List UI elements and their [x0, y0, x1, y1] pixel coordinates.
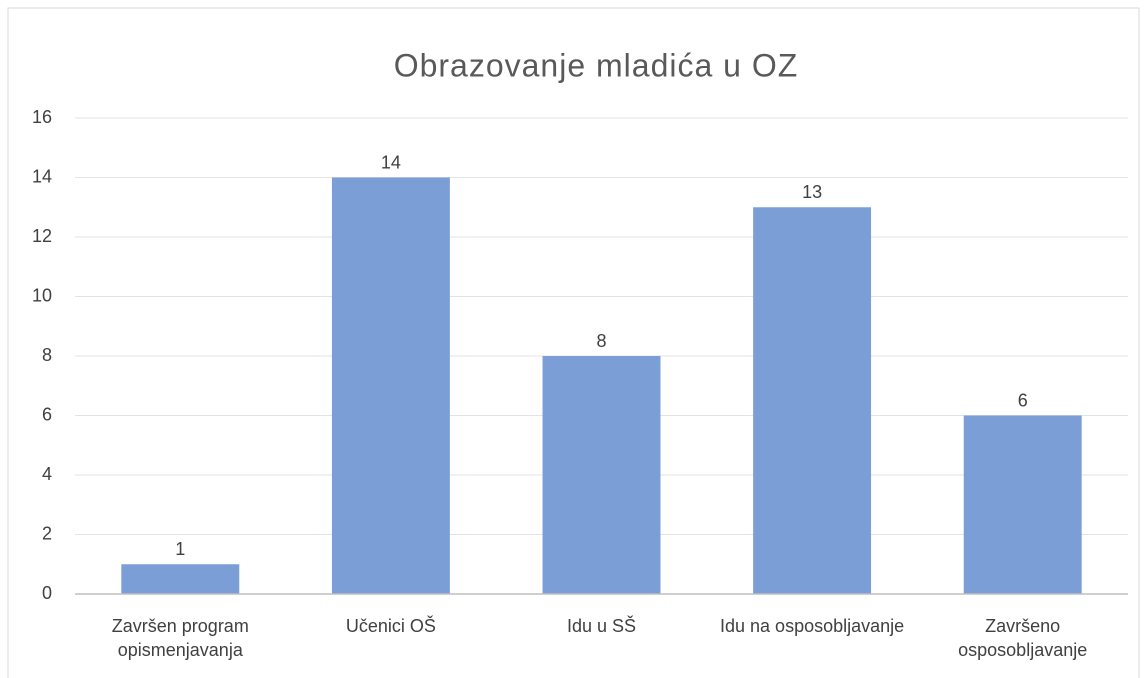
y-tick-label: 6: [42, 404, 52, 424]
bar: [542, 356, 661, 594]
y-tick-label: 4: [42, 464, 52, 484]
x-tick-label: Završeno osposobljavanje: [958, 616, 1088, 660]
y-tick-label: 0: [42, 583, 52, 603]
chart-title: Obrazovanje mladića u OZ: [394, 47, 799, 83]
y-tick-label: 2: [42, 523, 52, 543]
x-tick-label: Idu u SŠ: [566, 616, 637, 636]
data-label: 14: [381, 152, 401, 172]
bar: [753, 207, 872, 594]
y-tick-label: 14: [32, 166, 52, 186]
bar: [331, 177, 450, 594]
y-tick-label: 8: [42, 345, 52, 365]
y-tick-label: 10: [32, 285, 52, 305]
bar: [963, 415, 1082, 594]
x-tick-label: Idu na osposobljavanje: [720, 616, 905, 636]
y-tick-label: 12: [32, 226, 52, 246]
x-tick-label: Završen program opismenjavanja: [111, 616, 249, 660]
data-label: 8: [596, 331, 606, 351]
data-label: 1: [175, 539, 185, 559]
bar: [121, 564, 240, 594]
y-tick-label: 16: [32, 107, 52, 127]
data-label: 13: [802, 182, 822, 202]
x-tick-label: Učenici OŠ: [345, 616, 436, 636]
data-label: 6: [1018, 390, 1028, 410]
